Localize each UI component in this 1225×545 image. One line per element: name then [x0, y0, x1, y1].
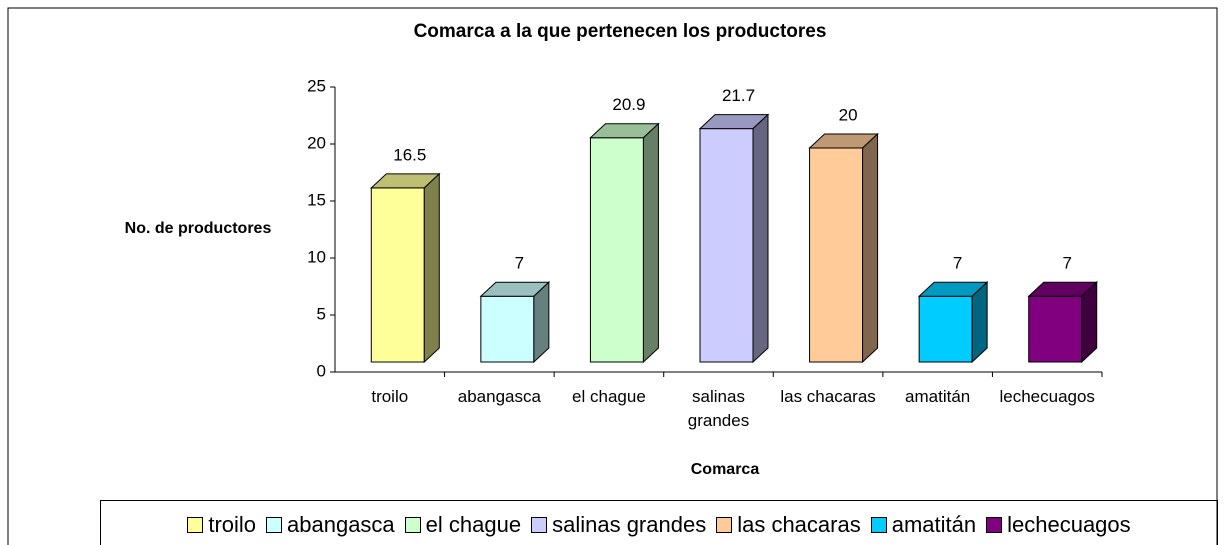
x-tick-label: lechecuagos [999, 387, 1095, 406]
y-tick-label: 5 [317, 304, 326, 323]
bar-side [862, 132, 879, 364]
legend: troilo abangasca el chague salinas grandes l… [100, 500, 1218, 545]
y-tick-label: 25 [307, 76, 326, 95]
chart-title: Comarca a la que pertenecen los producto… [414, 21, 827, 42]
legend-label: las chacaras [737, 512, 861, 537]
bar [1027, 281, 1098, 364]
y-tick-label: 10 [307, 247, 326, 266]
x-axis-label: Comarca [691, 461, 760, 478]
legend-label: amatitán [891, 512, 977, 537]
y-tick-label: 20 [307, 133, 326, 152]
bar-side [971, 281, 988, 364]
legend-item: las chacaras [716, 512, 861, 538]
value-label: 7 [515, 254, 524, 273]
chart-border [7, 7, 1218, 545]
legend-label: salinas grandes [552, 512, 707, 537]
bar [589, 122, 660, 364]
legend-item: lechecuagos [986, 512, 1131, 538]
x-tick-label: salinas grandes [687, 387, 750, 430]
x-tick-label: las chacaras [780, 387, 876, 406]
bar-side [533, 281, 550, 364]
legend-label: abangasca [287, 512, 395, 537]
legend-swatch [870, 517, 887, 533]
value-label: 7 [1062, 254, 1071, 273]
y-tick-label: 15 [307, 190, 326, 209]
bar-front [809, 147, 864, 363]
bar [808, 132, 879, 364]
bar-side [642, 122, 659, 364]
bar [917, 281, 989, 364]
value-label: 21.7 [722, 86, 755, 105]
value-label: 16.5 [393, 145, 426, 164]
bar [370, 172, 441, 364]
bar [479, 281, 551, 364]
legend-item: troilo [187, 512, 256, 538]
bar-front [589, 137, 644, 363]
value-label: 20.9 [612, 95, 645, 114]
legend-item: el chague [404, 512, 522, 538]
bar-side [1081, 281, 1098, 364]
x-tick-label: troilo [371, 387, 409, 406]
bar-side [752, 113, 769, 364]
y-axis-label: No. de productores [125, 220, 272, 237]
y-tick-label: 0 [317, 361, 326, 380]
bar-front [480, 295, 535, 363]
legend-swatch [404, 517, 421, 533]
legend-item: salinas grandes [531, 512, 706, 538]
value-label: 20 [839, 105, 858, 124]
bar-side [423, 172, 440, 364]
legend-label: el chague [425, 512, 522, 537]
x-tick-label: amatitán [905, 387, 971, 406]
legend-item: amatitán [870, 512, 977, 538]
value-label: 7 [953, 254, 962, 273]
legend-swatch [531, 517, 548, 533]
bar-front [918, 295, 973, 363]
legend-swatch [716, 517, 733, 533]
bar-front [699, 128, 754, 363]
legend-swatch [266, 517, 283, 533]
bar-front [370, 187, 425, 363]
legend-swatch [187, 517, 204, 533]
legend-swatch [986, 517, 1003, 533]
bar [698, 113, 770, 364]
legend-item: abangasca [266, 512, 395, 538]
bar-front [1028, 295, 1083, 363]
x-tick-label: el chague [572, 387, 646, 406]
legend-label: troilo [208, 512, 257, 537]
legend-label: lechecuagos [1007, 512, 1131, 537]
x-tick-label: abangasca [457, 387, 541, 406]
